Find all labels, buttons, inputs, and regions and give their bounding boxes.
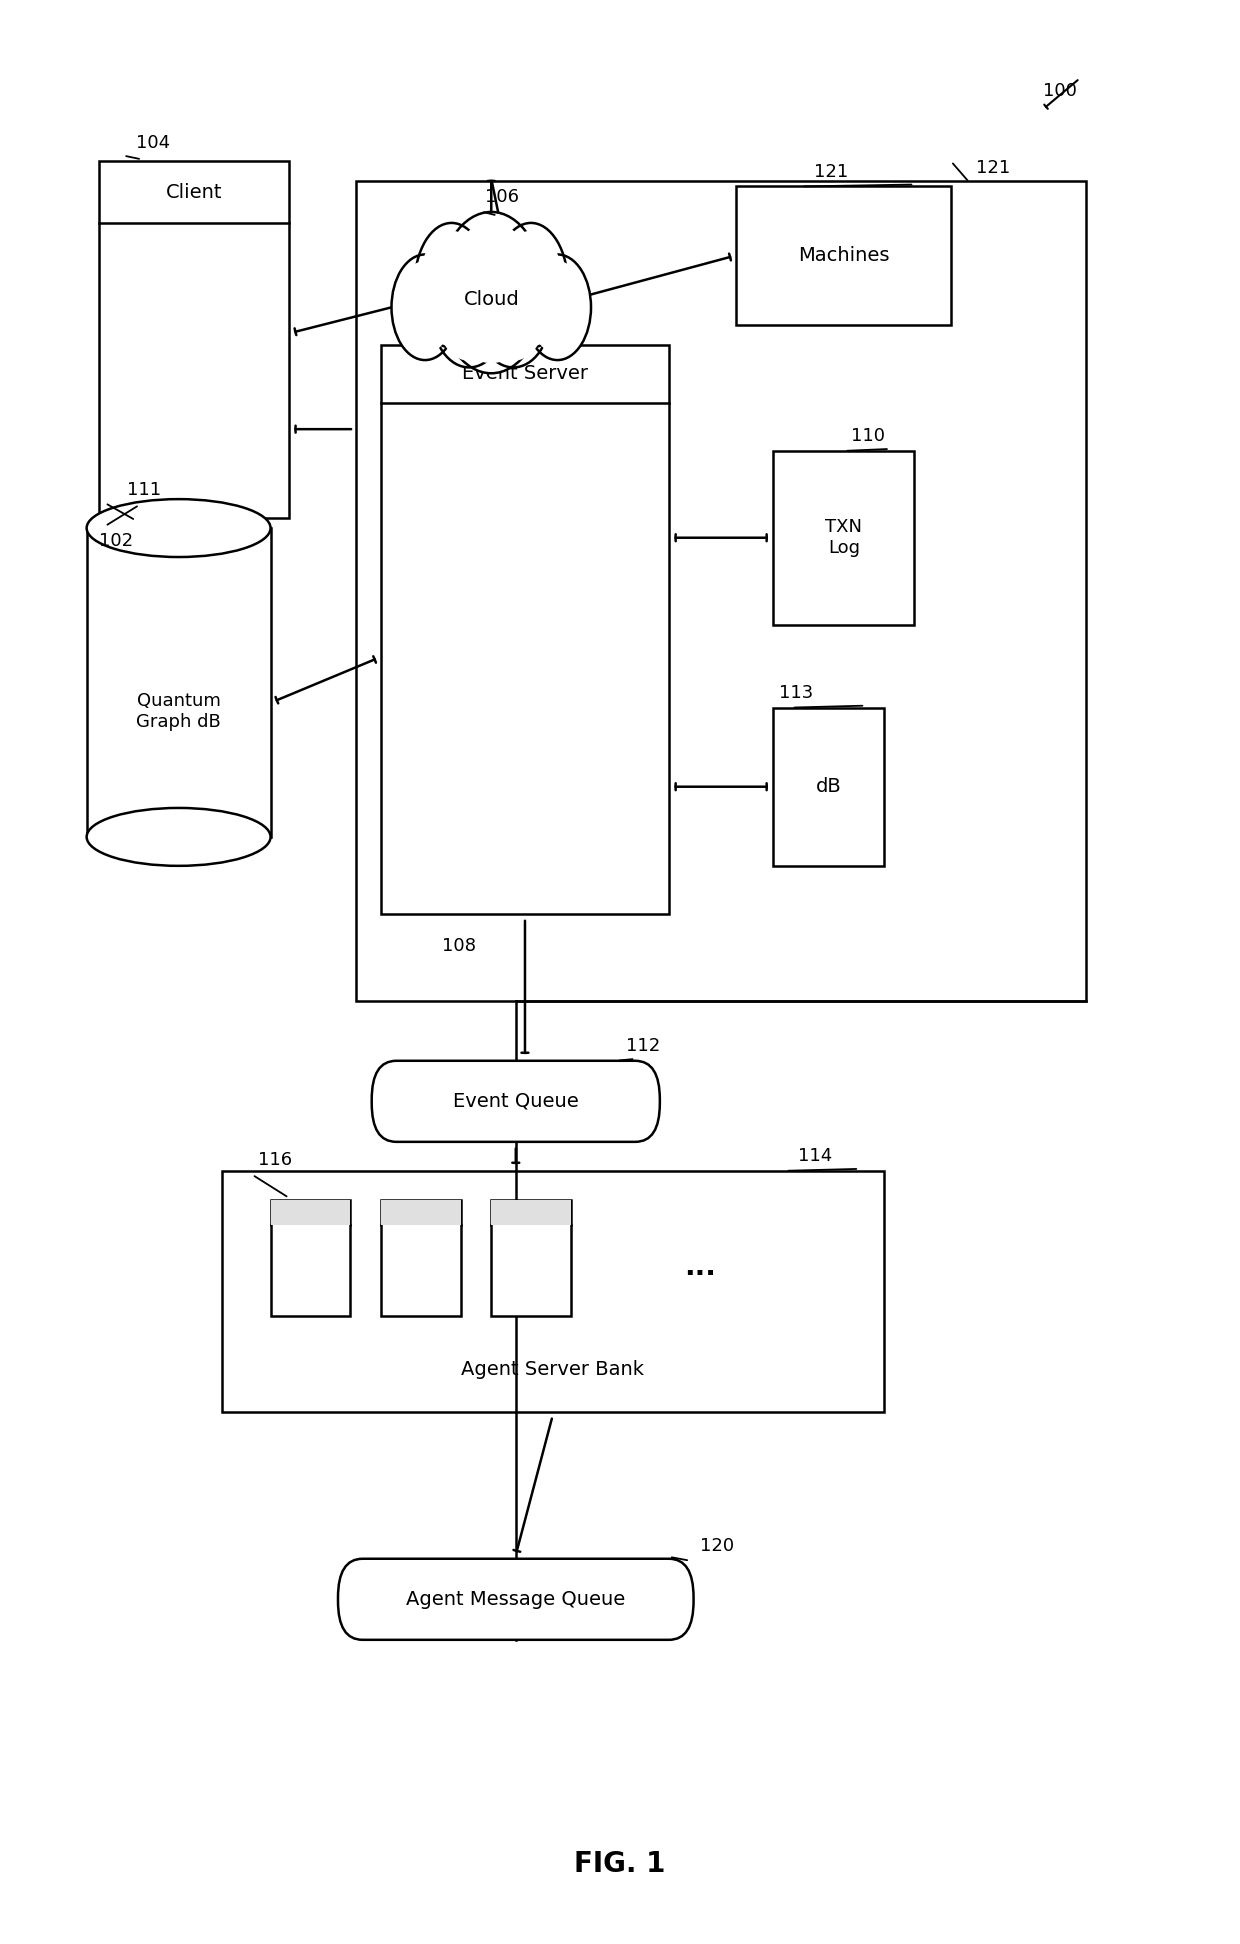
- FancyBboxPatch shape: [356, 181, 1086, 1001]
- Text: 121: 121: [976, 159, 1009, 177]
- Text: Agent Message Queue: Agent Message Queue: [407, 1590, 625, 1610]
- Text: dB: dB: [816, 778, 841, 797]
- Ellipse shape: [432, 262, 506, 367]
- FancyBboxPatch shape: [774, 708, 884, 865]
- Ellipse shape: [481, 268, 546, 362]
- FancyBboxPatch shape: [381, 344, 670, 914]
- Ellipse shape: [87, 500, 270, 558]
- Ellipse shape: [476, 262, 551, 367]
- Text: TXN
Log: TXN Log: [826, 519, 862, 558]
- Ellipse shape: [436, 268, 502, 362]
- Ellipse shape: [498, 231, 563, 340]
- FancyBboxPatch shape: [381, 1199, 460, 1316]
- Text: 108: 108: [443, 937, 476, 955]
- Ellipse shape: [438, 212, 544, 373]
- FancyBboxPatch shape: [87, 529, 270, 838]
- Text: Event Queue: Event Queue: [453, 1093, 579, 1110]
- Text: 112: 112: [626, 1036, 661, 1056]
- Text: 120: 120: [699, 1538, 734, 1555]
- Text: Agent Server Bank: Agent Server Bank: [461, 1361, 644, 1378]
- Ellipse shape: [528, 260, 587, 354]
- FancyBboxPatch shape: [222, 1170, 884, 1411]
- FancyBboxPatch shape: [270, 1199, 350, 1316]
- Text: ...: ...: [683, 1254, 715, 1281]
- FancyBboxPatch shape: [737, 187, 951, 325]
- Text: 110: 110: [851, 428, 884, 445]
- Text: 113: 113: [780, 684, 813, 702]
- Text: Machines: Machines: [799, 247, 889, 266]
- FancyBboxPatch shape: [491, 1199, 570, 1225]
- Ellipse shape: [87, 809, 270, 865]
- Text: 104: 104: [135, 134, 170, 152]
- FancyBboxPatch shape: [99, 161, 289, 519]
- Ellipse shape: [419, 231, 484, 340]
- FancyBboxPatch shape: [339, 1559, 693, 1641]
- Text: FIG. 1: FIG. 1: [574, 1849, 666, 1878]
- Text: 106: 106: [485, 189, 520, 206]
- Text: 121: 121: [813, 163, 848, 181]
- Text: 114: 114: [797, 1147, 832, 1164]
- Text: Event Server: Event Server: [463, 364, 588, 383]
- Ellipse shape: [392, 255, 459, 360]
- Ellipse shape: [494, 224, 568, 348]
- Text: 100: 100: [1043, 82, 1076, 99]
- FancyBboxPatch shape: [372, 1061, 660, 1141]
- Ellipse shape: [396, 260, 454, 354]
- Text: Cloud: Cloud: [464, 290, 520, 309]
- FancyBboxPatch shape: [381, 1199, 460, 1225]
- Ellipse shape: [445, 222, 538, 364]
- Text: 111: 111: [128, 480, 161, 500]
- FancyBboxPatch shape: [774, 451, 914, 624]
- Text: Client: Client: [166, 183, 222, 202]
- Ellipse shape: [525, 255, 591, 360]
- Ellipse shape: [414, 224, 489, 348]
- Text: 116: 116: [258, 1151, 293, 1168]
- FancyBboxPatch shape: [491, 1199, 570, 1316]
- Text: Quantum
Graph dB: Quantum Graph dB: [136, 692, 221, 731]
- Text: 102: 102: [99, 533, 133, 550]
- FancyBboxPatch shape: [270, 1199, 350, 1225]
